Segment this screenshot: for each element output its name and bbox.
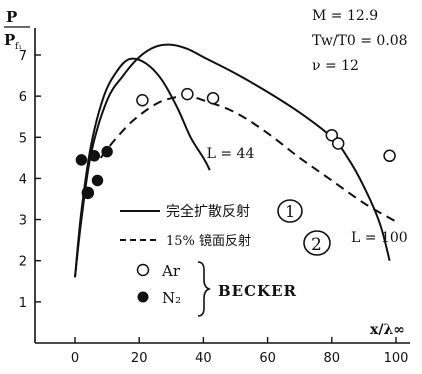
y-tick-label: 2 (19, 255, 27, 270)
ar-data-point (206, 91, 220, 105)
y-tick-label: 4 (19, 172, 27, 187)
condition-nu: ν = 12 (312, 58, 359, 74)
legend-ar-marker (136, 263, 150, 277)
legend-brace (197, 261, 212, 317)
legend-becker-label: BECKER (218, 282, 297, 300)
y-tick-label: 3 (19, 214, 27, 229)
y-axis-label-subscript: f₁ (15, 42, 22, 52)
ar-data-point (325, 128, 339, 142)
legend-diffuse-label: 完全扩散反射 (166, 203, 250, 220)
legend-marker-2-circle (303, 230, 331, 256)
n2-data-point (88, 150, 101, 162)
x-tick-label: 80 (324, 351, 341, 366)
n2-data-point (82, 187, 94, 199)
condition-mach: M = 12.9 (312, 8, 378, 24)
ar-data-point (136, 94, 149, 107)
curve-diffuse-l44 (74, 57, 211, 278)
y-axis-label-denominator: P (4, 31, 15, 49)
legend-marker-2-number: 2 (311, 235, 322, 255)
n2-data-point (101, 145, 113, 158)
y-tick-label: 6 (19, 90, 27, 105)
x-tick-label: 100 (384, 351, 409, 366)
legend: 完全扩散反射 1 15% 镜面反射 2 Ar N₂ BECKER (120, 199, 331, 317)
y-tick-label: 1 (19, 296, 27, 311)
ar-data-point (181, 87, 194, 101)
x-tick-label: 60 (259, 351, 276, 366)
ar-data-point (331, 137, 345, 150)
curve-diffuse-l100 (74, 43, 391, 278)
curve-label-l44: L = 44 (207, 146, 255, 162)
x-tick-label: 40 (195, 351, 212, 366)
condition-temperature-ratio: Tw/T0 = 0.08 (312, 33, 408, 49)
n2-data-point (75, 154, 88, 166)
legend-ar-label: Ar (161, 262, 181, 280)
legend-marker-1-circle (277, 199, 303, 223)
legend-n2-label: N₂ (162, 289, 181, 307)
legend-n2-marker (137, 291, 149, 303)
x-tick-label: 0 (71, 351, 79, 366)
x-tick-label: 20 (131, 351, 148, 366)
y-tick-label: 7 (19, 49, 27, 64)
n2-data-point (91, 174, 104, 187)
ar-data-point (383, 149, 396, 163)
y-tick-label: 5 (19, 131, 27, 146)
curve-specular-15pct (99, 95, 397, 223)
y-axis-label-numerator: P (6, 8, 17, 26)
curve-label-l100: L = 100 (351, 230, 408, 246)
legend-marker-1-number: 1 (285, 202, 295, 221)
x-axis-label: x/λ∞ (370, 322, 405, 338)
legend-specular-label: 15% 镜面反射 (166, 233, 251, 249)
